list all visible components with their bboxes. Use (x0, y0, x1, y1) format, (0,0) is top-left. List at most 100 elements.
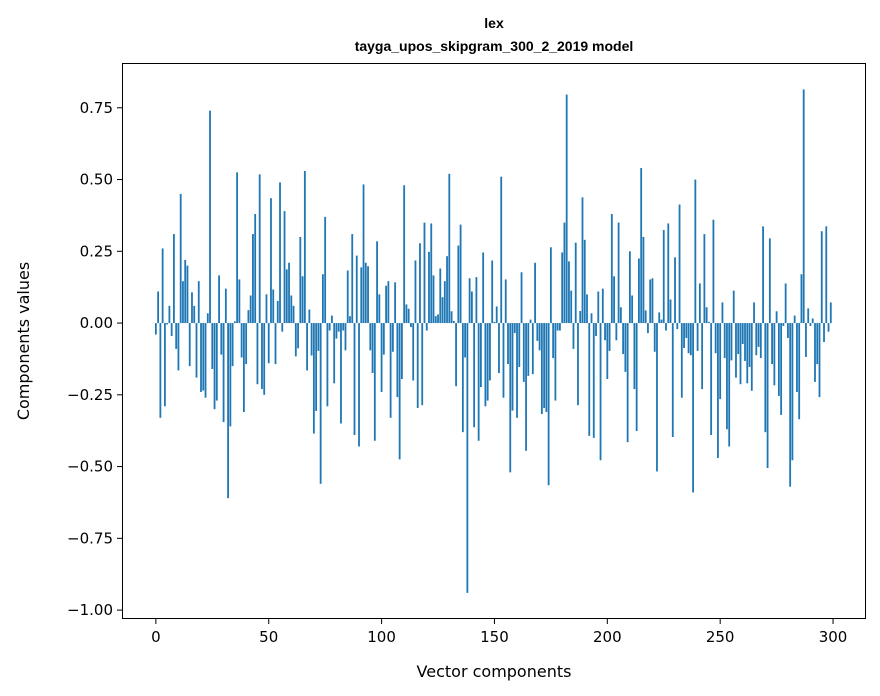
bar-188 (579, 311, 582, 324)
bar-231 (676, 323, 679, 330)
bar-170 (538, 323, 541, 351)
bar-200 (606, 323, 609, 380)
bar-156 (507, 323, 509, 365)
bar-137 (464, 323, 467, 358)
bar-267 (757, 323, 760, 347)
bar-155 (504, 279, 507, 324)
bar-277 (780, 323, 783, 415)
bar-92 (362, 184, 365, 324)
bar-125 (437, 314, 439, 324)
bar-280 (786, 323, 789, 338)
bar-67 (306, 323, 308, 371)
bar-148 (489, 323, 491, 381)
bar-58 (285, 269, 288, 324)
y-tick-label: 0.75 (80, 99, 113, 117)
bar-269 (762, 226, 764, 324)
bar-110 (403, 185, 406, 324)
bar-166 (529, 319, 532, 324)
bar-38 (240, 323, 243, 358)
bar-18 (195, 323, 198, 378)
y-tick-label: 0.25 (80, 242, 113, 260)
bar-43 (252, 234, 254, 324)
bar-1 (157, 291, 160, 324)
bar-180 (561, 252, 564, 324)
bar-77 (328, 323, 331, 331)
bar-95 (369, 323, 372, 351)
bar-66 (303, 170, 306, 324)
bar-10 (177, 323, 180, 371)
bar-206 (619, 307, 622, 324)
bar-285 (798, 323, 801, 420)
bar-45 (256, 323, 259, 385)
bar-28 (218, 275, 220, 324)
bar-232 (678, 204, 681, 324)
bar-256 (732, 290, 735, 324)
bar-252 (723, 323, 726, 359)
bar-222 (656, 323, 658, 472)
x-tick-label: 250 (706, 628, 735, 646)
bar-165 (527, 323, 530, 376)
bar-4 (163, 323, 166, 407)
bar-31 (224, 288, 227, 324)
bar-136 (461, 323, 464, 433)
bar-205 (617, 222, 620, 324)
bar-152 (498, 323, 500, 374)
bar-238 (692, 323, 694, 493)
bar-204 (615, 323, 618, 341)
bar-98 (376, 241, 378, 324)
y-tick-label: 0.50 (80, 171, 113, 189)
bar-187 (577, 323, 579, 406)
bar-42 (249, 295, 252, 324)
bar-124 (434, 316, 437, 324)
bar-130 (448, 173, 451, 324)
bar-191 (586, 294, 588, 324)
bar-194 (592, 323, 595, 438)
bar-44 (254, 213, 257, 324)
bar-79 (333, 323, 336, 384)
bar-233 (680, 323, 683, 398)
bar-291 (811, 318, 814, 324)
bar-178 (556, 323, 559, 331)
bar-20 (200, 323, 202, 392)
chart-title: lex (484, 15, 504, 31)
bar-14 (186, 265, 189, 324)
bar-129 (446, 256, 448, 324)
bar-49 (265, 294, 268, 324)
bar-94 (367, 266, 369, 324)
bar-99 (378, 294, 381, 324)
bar-279 (784, 283, 787, 324)
bar-114 (412, 323, 415, 381)
bar-172 (543, 323, 546, 409)
bar-210 (628, 251, 631, 324)
bar-201 (608, 323, 611, 351)
bar-2 (159, 323, 162, 418)
bar-282 (791, 323, 794, 461)
bar-266 (755, 323, 758, 356)
bar-230 (674, 257, 676, 324)
bar-295 (820, 231, 823, 324)
bar-290 (809, 323, 812, 326)
bar-73 (319, 323, 322, 484)
bar-272 (768, 238, 771, 324)
bar-208 (624, 323, 627, 372)
bar-160 (516, 323, 518, 418)
bar-147 (486, 323, 489, 401)
bar-78 (331, 315, 333, 324)
bar-115 (414, 260, 417, 324)
bar-27 (215, 323, 218, 401)
bar-60 (290, 295, 293, 324)
bar-176 (552, 323, 555, 359)
bar-47 (261, 323, 263, 390)
bar-281 (789, 323, 792, 487)
bar-143 (477, 323, 480, 441)
bar-105 (391, 323, 394, 352)
bar-39 (242, 323, 245, 413)
bar-133 (455, 323, 457, 387)
bar-198 (601, 288, 604, 324)
bar-21 (202, 323, 205, 391)
bar-234 (683, 323, 685, 349)
bar-151 (495, 306, 498, 324)
bar-217 (644, 310, 647, 324)
bar-216 (642, 236, 645, 324)
